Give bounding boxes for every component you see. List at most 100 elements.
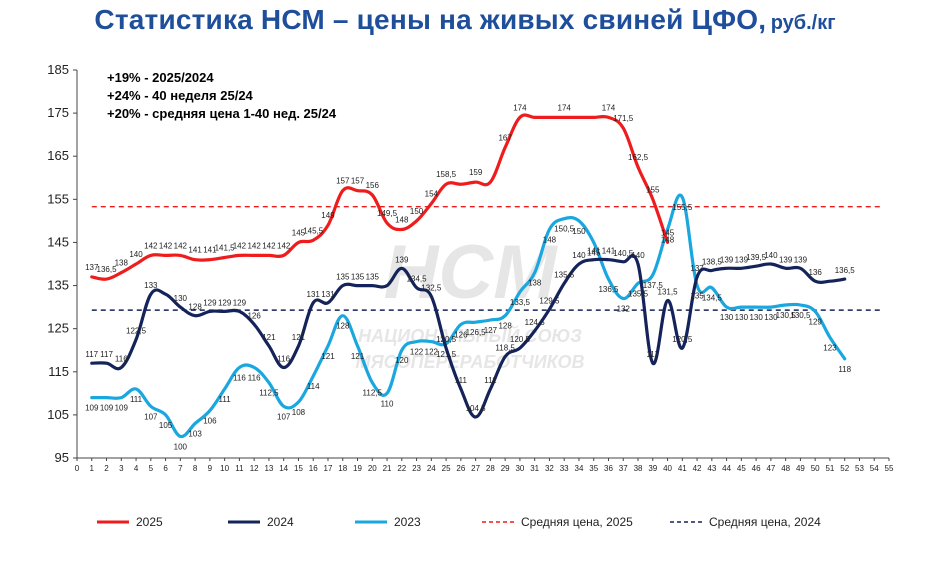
x-tick-label: 36 [604, 464, 613, 473]
data-label-2025: 142 [262, 241, 276, 250]
data-label-2023: 135 [690, 292, 704, 301]
data-label-2024: 118,5 [495, 344, 515, 353]
data-label-2023: 111 [130, 395, 143, 404]
data-label-2024: 121 [262, 333, 276, 342]
data-label-2023: 145 [587, 248, 601, 257]
data-label-2025: 174 [602, 103, 616, 112]
data-label-2024: 129 [203, 298, 217, 307]
x-tick-label: 9 [208, 464, 213, 473]
data-label-2023: 108 [292, 408, 306, 417]
x-tick-label: 19 [353, 464, 362, 473]
data-label-2025: 140 [129, 250, 143, 259]
data-label-2024: 117 [646, 350, 659, 359]
y-tick-label: 135 [47, 278, 69, 293]
data-label-2024: 117 [85, 350, 98, 359]
data-label-2024: 136,5 [835, 266, 856, 275]
data-label-2023: 155,5 [672, 203, 693, 212]
data-label-2024: 137 [690, 264, 704, 273]
data-label-2024: 126 [247, 311, 261, 320]
data-label-2025: 167 [498, 134, 512, 143]
data-label-2025: 136,5 [97, 265, 118, 274]
data-label-2023: 109 [85, 404, 99, 413]
data-label-2023: 130 [749, 313, 763, 322]
data-label-2025: 145 [661, 228, 675, 237]
data-label-2024: 131 [307, 290, 321, 299]
x-tick-label: 38 [634, 464, 643, 473]
data-label-2025: 149 [321, 211, 335, 220]
data-label-2023: 107 [144, 412, 158, 421]
y-tick-label: 125 [47, 321, 69, 336]
data-label-2023: 135,5 [628, 289, 649, 298]
x-tick-label: 6 [163, 464, 168, 473]
x-tick-label: 40 [663, 464, 672, 473]
y-tick-label: 185 [47, 62, 69, 77]
annotation-3: +20% - средняя цена 1-40 нед. 25/24 [107, 106, 337, 121]
data-label-2024: 141 [602, 247, 616, 256]
data-label-2024: 138,5 [702, 257, 723, 266]
data-label-2023: 148 [661, 236, 675, 245]
x-tick-label: 16 [309, 464, 318, 473]
data-label-2023: 150,5 [554, 225, 575, 234]
chart-title: Статистика НСМ – цены на живых свиней ЦФ… [0, 4, 930, 36]
x-tick-label: 25 [442, 464, 451, 473]
data-label-2025: 142 [277, 241, 291, 250]
data-label-2025: 141 [203, 246, 217, 255]
reference-lines [91, 205, 881, 311]
data-label-2024: 139 [720, 255, 734, 264]
x-tick-label: 26 [456, 464, 465, 473]
data-label-2023: 126 [454, 330, 468, 339]
data-label-2023: 110 [381, 399, 394, 408]
x-tick-label: 12 [250, 464, 259, 473]
legend-label-2: 2024 [267, 515, 294, 529]
data-label-2023: 128 [336, 322, 350, 331]
data-label-2024: 131,5 [658, 288, 679, 297]
chart-title-unit: руб./кг [770, 12, 836, 34]
data-label-2023: 112,5 [363, 389, 383, 398]
data-label-2024: 140,5 [613, 249, 634, 258]
data-label-2024: 116 [115, 354, 128, 363]
legend: 2025 2024 2023 Средняя цена, 2025 Средняя це… [97, 515, 821, 529]
data-label-2024: 128 [188, 303, 202, 312]
data-label-2025: 150 [410, 207, 424, 216]
x-tick-label: 44 [722, 464, 731, 473]
data-label-2024: 121 [292, 333, 306, 342]
annotation-2: +24% - 40 неделя 25/24 [107, 88, 254, 103]
data-label-2023: 130 [735, 313, 749, 322]
data-label-2024: 140 [572, 251, 586, 260]
data-label-2025: 142 [247, 241, 261, 250]
series-line-2024 [90, 253, 847, 419]
data-label-2023: 136,5 [598, 285, 619, 294]
data-label-2024: 124,5 [525, 318, 546, 327]
x-tick-label: 32 [545, 464, 554, 473]
x-tick-label: 23 [412, 464, 421, 473]
data-label-2025: 174 [558, 103, 572, 112]
annotations: +19% - 2025/2024 +24% - 40 неделя 25/24 +2… [107, 70, 337, 121]
x-tick-label: 15 [294, 464, 303, 473]
x-tick-label: 0 [75, 464, 80, 473]
data-label-2023: 120 [395, 356, 409, 365]
x-tick-label: 20 [368, 464, 377, 473]
data-label-2024: 111 [455, 376, 468, 385]
data-label-2025: 142 [233, 241, 247, 250]
x-tick-label: 54 [870, 464, 879, 473]
data-label-2023: 109 [115, 404, 129, 413]
data-label-2024: 132,5 [421, 283, 442, 292]
data-label-2025: 142 [144, 241, 158, 250]
data-label-2023: 111 [219, 395, 232, 404]
data-label-2024: 129 [233, 298, 247, 307]
data-label-2024: 120,5 [672, 335, 693, 344]
x-tick-label: 46 [752, 464, 761, 473]
data-label-2025: 159 [469, 168, 483, 177]
data-label-2025: 138 [115, 259, 129, 268]
x-tick-label: 17 [324, 464, 333, 473]
data-label-2023: 133,5 [510, 298, 531, 307]
y-tick-label: 115 [48, 364, 69, 379]
y-tick-label: 145 [47, 234, 69, 249]
data-label-2023: 122 [425, 348, 439, 357]
series-line-2025 [90, 113, 670, 281]
x-tick-label: 48 [781, 464, 790, 473]
chart-title-main: Статистика НСМ – цены на живых свиней ЦФ… [94, 4, 767, 35]
data-label-2023: 100 [174, 442, 188, 451]
watermark-logo: НСМ [383, 230, 558, 315]
